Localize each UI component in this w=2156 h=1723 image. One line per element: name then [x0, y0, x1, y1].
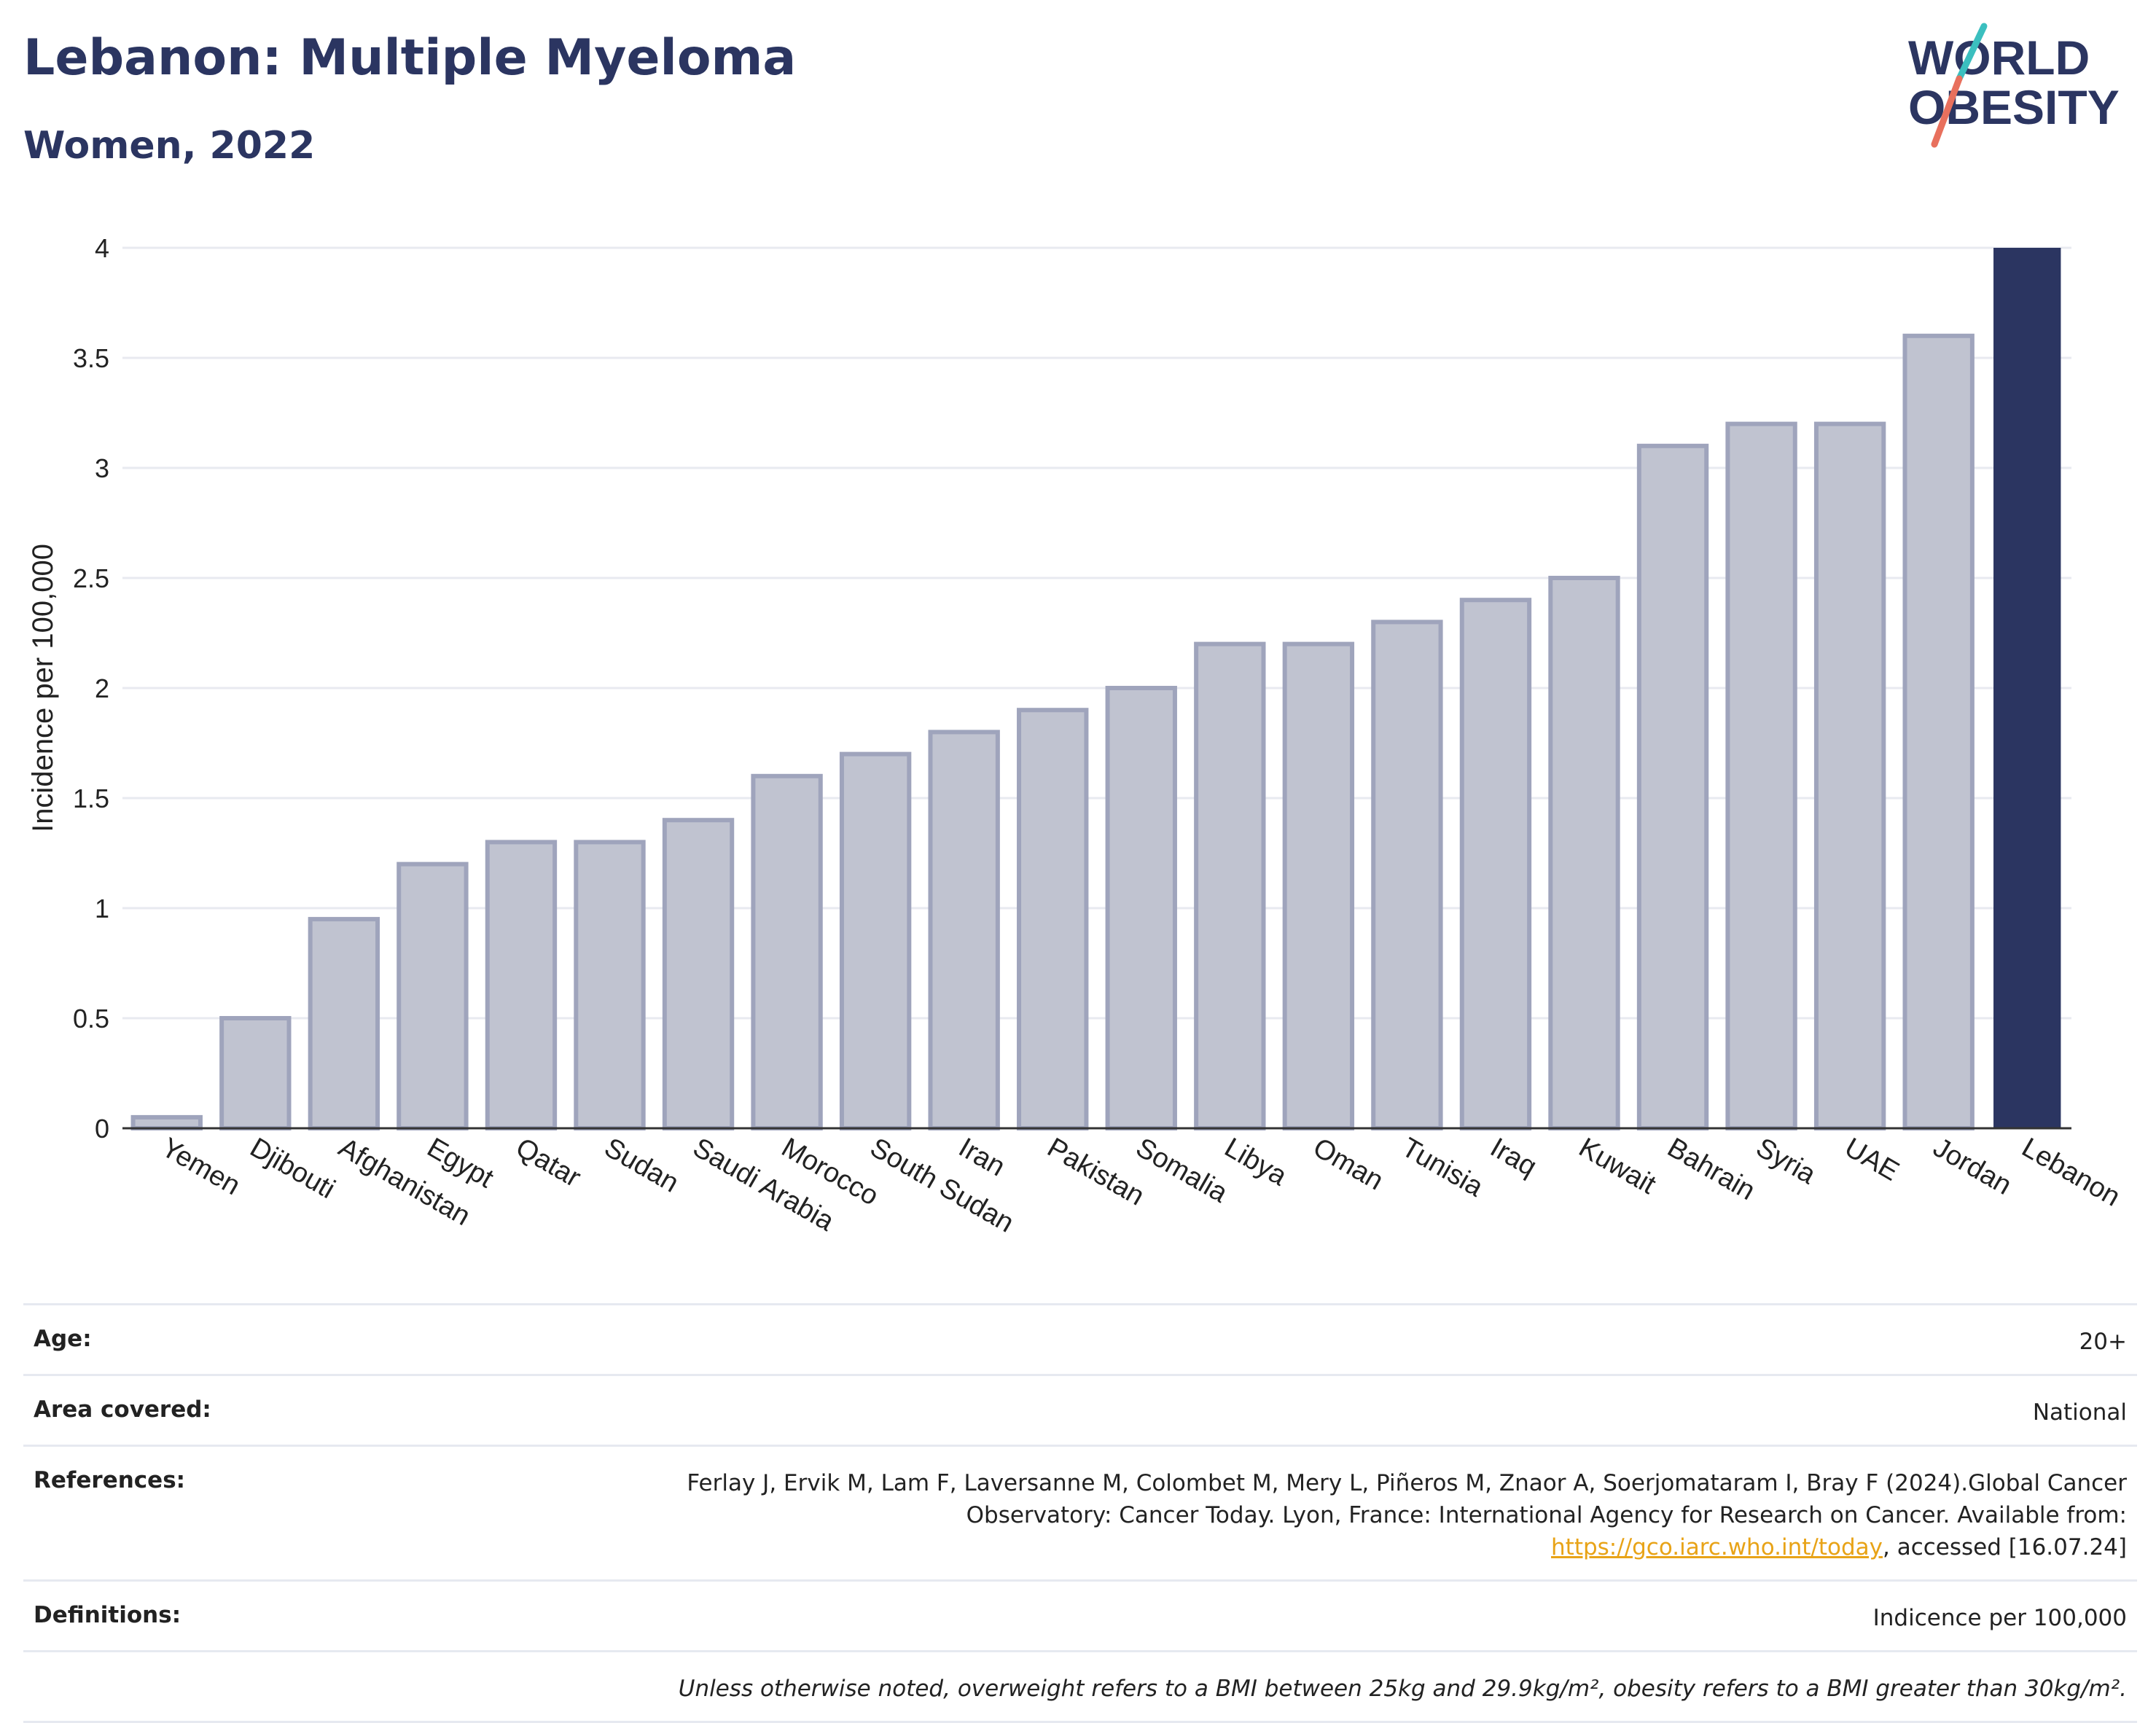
chart-subtitle: Women, 2022 — [23, 124, 316, 168]
logo-slash-teal — [1956, 23, 1988, 82]
area-key: Area covered: — [34, 1396, 211, 1423]
x-tick-label: Jordan — [1928, 1132, 2017, 1200]
y-tick-label: 3 — [95, 453, 109, 483]
references-accessed: , accessed [16.07.24] — [1882, 1534, 2127, 1560]
references-key: References: — [34, 1467, 186, 1493]
bar-somalia — [1105, 686, 1177, 1130]
bar-pakistan — [1017, 708, 1089, 1130]
bar-egypt — [397, 862, 469, 1130]
bar-qatar — [485, 840, 558, 1131]
definitions-value: Indicence per 100,000 — [1872, 1605, 2127, 1631]
y-axis-label: Incidence per 100,000 — [27, 544, 59, 832]
y-tick-label: 2.5 — [73, 563, 109, 593]
bar-south-sudan — [839, 751, 912, 1130]
bmi-note: Unless otherwise noted, overweight refer… — [678, 1676, 2127, 1702]
bar-saudi-arabia — [662, 818, 735, 1130]
chart-title: Lebanon: Multiple Myeloma — [23, 29, 797, 87]
x-tick-label: Bahrain — [1663, 1132, 1760, 1206]
x-tick-label: Lebanon — [2017, 1132, 2125, 1212]
x-tick-label: Syria — [1751, 1132, 1821, 1190]
y-tick-label: 4 — [95, 233, 109, 263]
x-tick-label: Djibouti — [245, 1132, 340, 1205]
bars — [130, 248, 2061, 1131]
y-tick-label: 1.5 — [73, 784, 109, 813]
bar-syria — [1725, 421, 1797, 1131]
bar-djibouti — [219, 1016, 292, 1130]
bar-jordan — [1902, 333, 1975, 1130]
references-value: Ferlay J, Ervik M, Lam F, Laversanne M, … — [669, 1467, 2127, 1563]
world-obesity-logo: WORLD OBESITY — [1908, 23, 2120, 148]
bar-kuwait — [1548, 576, 1620, 1130]
bar-bahrain — [1636, 443, 1709, 1130]
bar-oman — [1282, 641, 1355, 1130]
references-text: Ferlay J, Ervik M, Lam F, Laversanne M, … — [687, 1470, 2127, 1528]
y-tick-label: 1 — [95, 894, 109, 923]
age-key: Age: — [34, 1326, 92, 1352]
info-row-definitions: Definitions: Indicence per 100,000 — [23, 1579, 2137, 1650]
bar-libya — [1194, 641, 1266, 1130]
bar-afghanistan — [308, 917, 380, 1130]
x-tick-label: Tunisia — [1397, 1132, 1489, 1203]
x-tick-label: Kuwait — [1574, 1132, 1661, 1200]
x-tick-label: Sudan — [599, 1132, 684, 1198]
y-tick-label: 3.5 — [73, 343, 109, 373]
references-link[interactable]: https://gco.iarc.who.int/today — [1551, 1534, 1883, 1560]
definitions-key: Definitions: — [34, 1602, 181, 1628]
x-tick-label: Yemen — [156, 1132, 245, 1201]
info-row-note: Unless otherwise noted, overweight refer… — [23, 1650, 2137, 1723]
y-tick-label: 0 — [95, 1114, 109, 1144]
info-table: Age: 20+ Area covered: National Referenc… — [23, 1303, 2137, 1723]
bar-sudan — [574, 840, 646, 1131]
bar-iran — [928, 730, 1000, 1130]
info-row-references: References: Ferlay J, Ervik M, Lam F, La… — [23, 1445, 2137, 1579]
x-tick-label: Pakistan — [1042, 1132, 1149, 1211]
x-tick-label: Iran — [953, 1132, 1010, 1182]
info-row-area: Area covered: National — [23, 1374, 2137, 1445]
bar-morocco — [751, 773, 823, 1130]
x-tick-label: Iraq — [1485, 1132, 1542, 1182]
age-value: 20+ — [2079, 1329, 2127, 1355]
area-value: National — [2032, 1399, 2127, 1426]
y-tick-label: 0.5 — [73, 1004, 109, 1034]
info-row-age: Age: 20+ — [23, 1303, 2137, 1374]
y-tick-label: 2 — [95, 673, 109, 703]
bar-yemen — [130, 1114, 203, 1131]
logo-slash-coral — [1931, 75, 1963, 148]
bar-tunisia — [1371, 620, 1443, 1130]
logo-line-world: WORLD — [1908, 31, 2090, 85]
x-tick-label: Oman — [1308, 1132, 1388, 1196]
bar-uae — [1813, 421, 1886, 1131]
x-tick-label: UAE — [1840, 1132, 1905, 1187]
bar-lebanon — [1993, 248, 2061, 1128]
x-tick-label: Qatar — [510, 1132, 586, 1193]
x-tick-label: Somalia — [1130, 1132, 1233, 1208]
bar-iraq — [1459, 598, 1532, 1130]
